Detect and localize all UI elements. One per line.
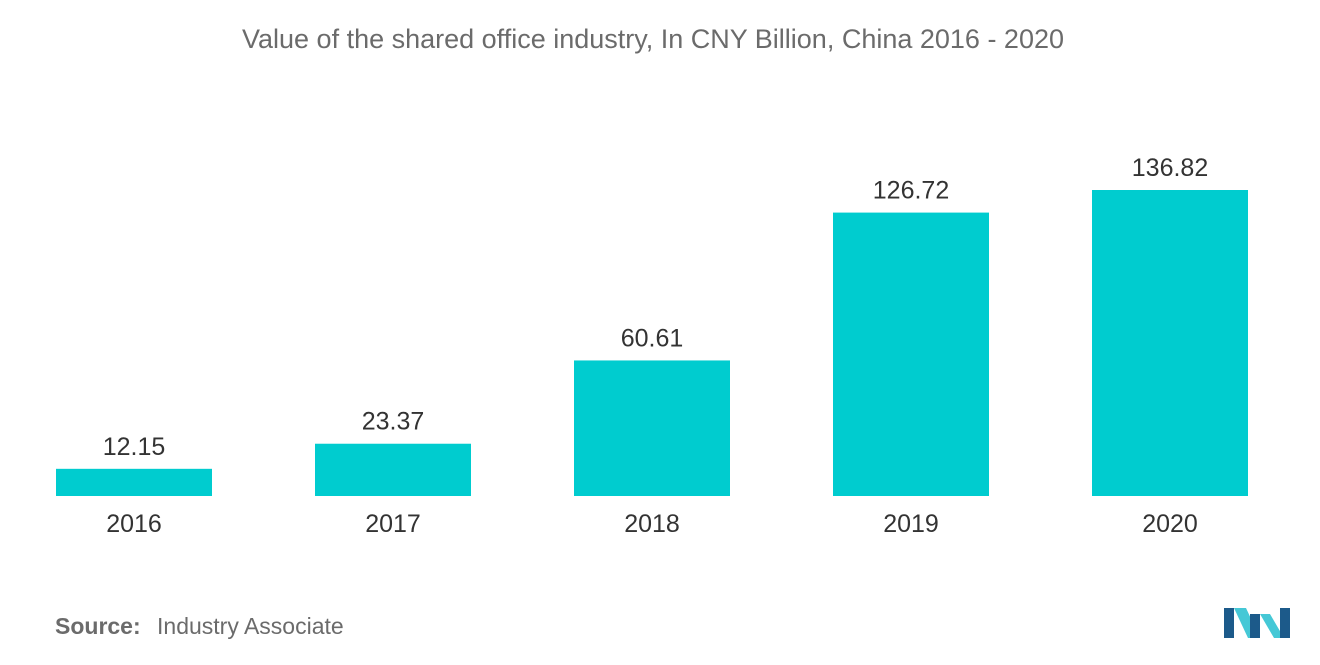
bar-2018 (574, 360, 730, 496)
data-label-2016: 12.15 (103, 433, 166, 461)
data-label-2017: 23.37 (362, 408, 425, 436)
data-label-2018: 60.61 (621, 324, 684, 352)
x-tick-label-2016: 2016 (106, 510, 162, 538)
source-note: Source: Industry Associate (55, 613, 344, 640)
mordor-intelligence-logo-icon (1224, 604, 1290, 643)
source-label: Source: (55, 613, 141, 639)
source-text: Industry Associate (157, 613, 344, 639)
x-tick-label-2017: 2017 (365, 510, 421, 538)
x-tick-label-2020: 2020 (1142, 510, 1198, 538)
bar-2016 (56, 468, 212, 496)
bar-chart: 12.15 2016 23.37 2017 60.61 2018 126.72 2019 136… (56, 154, 1248, 538)
x-tick-label-2018: 2018 (624, 510, 680, 538)
bar-2020 (1092, 190, 1248, 496)
chart-title: Value of the shared office industry, In … (242, 24, 1064, 54)
data-label-2020: 136.82 (1132, 154, 1208, 182)
bar-2019 (833, 212, 989, 496)
bar-2017 (315, 443, 471, 496)
x-tick-label-2019: 2019 (883, 510, 939, 538)
data-label-2019: 126.72 (873, 177, 949, 205)
